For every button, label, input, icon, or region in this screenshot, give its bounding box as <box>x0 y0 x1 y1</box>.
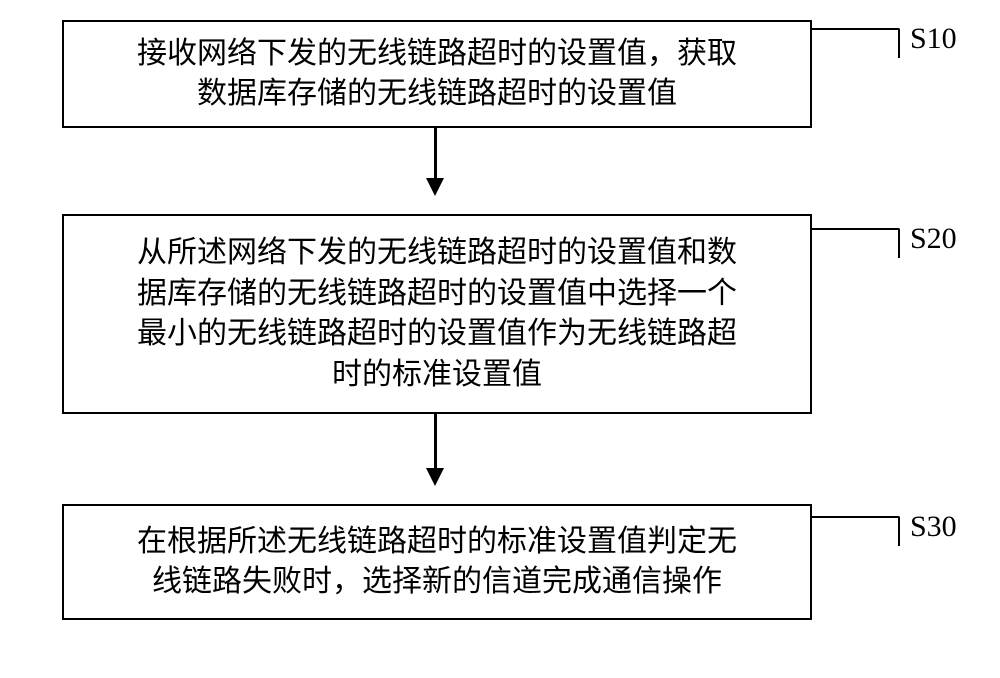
node-s10-line1: 接收网络下发的无线链路超时的设置值，获取 <box>137 37 737 70</box>
flowchart-canvas: 接收网络下发的无线链路超时的设置值，获取 数据库存储的无线链路超时的设置值 S1… <box>0 0 1000 678</box>
node-s10-line2: 数据库存储的无线链路超时的设置值 <box>197 77 677 110</box>
arrow-2-line <box>434 414 437 470</box>
label-s20: S20 <box>910 222 957 256</box>
flow-node-s20: 从所述网络下发的无线链路超时的设置值和数 据库存储的无线链路超时的设置值中选择一… <box>62 214 812 414</box>
label-s10: S10 <box>910 22 957 56</box>
node-s20-line3: 最小的无线链路超时的设置值作为无线链路超 <box>137 317 737 350</box>
node-s30-line2: 线链路失败时，选择新的信道完成通信操作 <box>152 565 722 598</box>
node-s20-line2: 据库存储的无线链路超时的设置值中选择一个 <box>137 277 737 310</box>
arrow-1-head <box>426 178 444 196</box>
label-s30: S30 <box>910 510 957 544</box>
connector-s20 <box>812 228 900 258</box>
connector-s10 <box>812 28 900 58</box>
node-s20-line4: 时的标准设置值 <box>332 358 542 391</box>
arrow-2-head <box>426 468 444 486</box>
node-s30-line1: 在根据所述无线链路超时的标准设置值判定无 <box>137 525 737 558</box>
connector-s30 <box>812 516 900 546</box>
node-s20-line1: 从所述网络下发的无线链路超时的设置值和数 <box>137 236 737 269</box>
flow-node-s30: 在根据所述无线链路超时的标准设置值判定无 线链路失败时，选择新的信道完成通信操作 <box>62 504 812 620</box>
flow-node-s10: 接收网络下发的无线链路超时的设置值，获取 数据库存储的无线链路超时的设置值 <box>62 20 812 128</box>
arrow-1-line <box>434 128 437 180</box>
